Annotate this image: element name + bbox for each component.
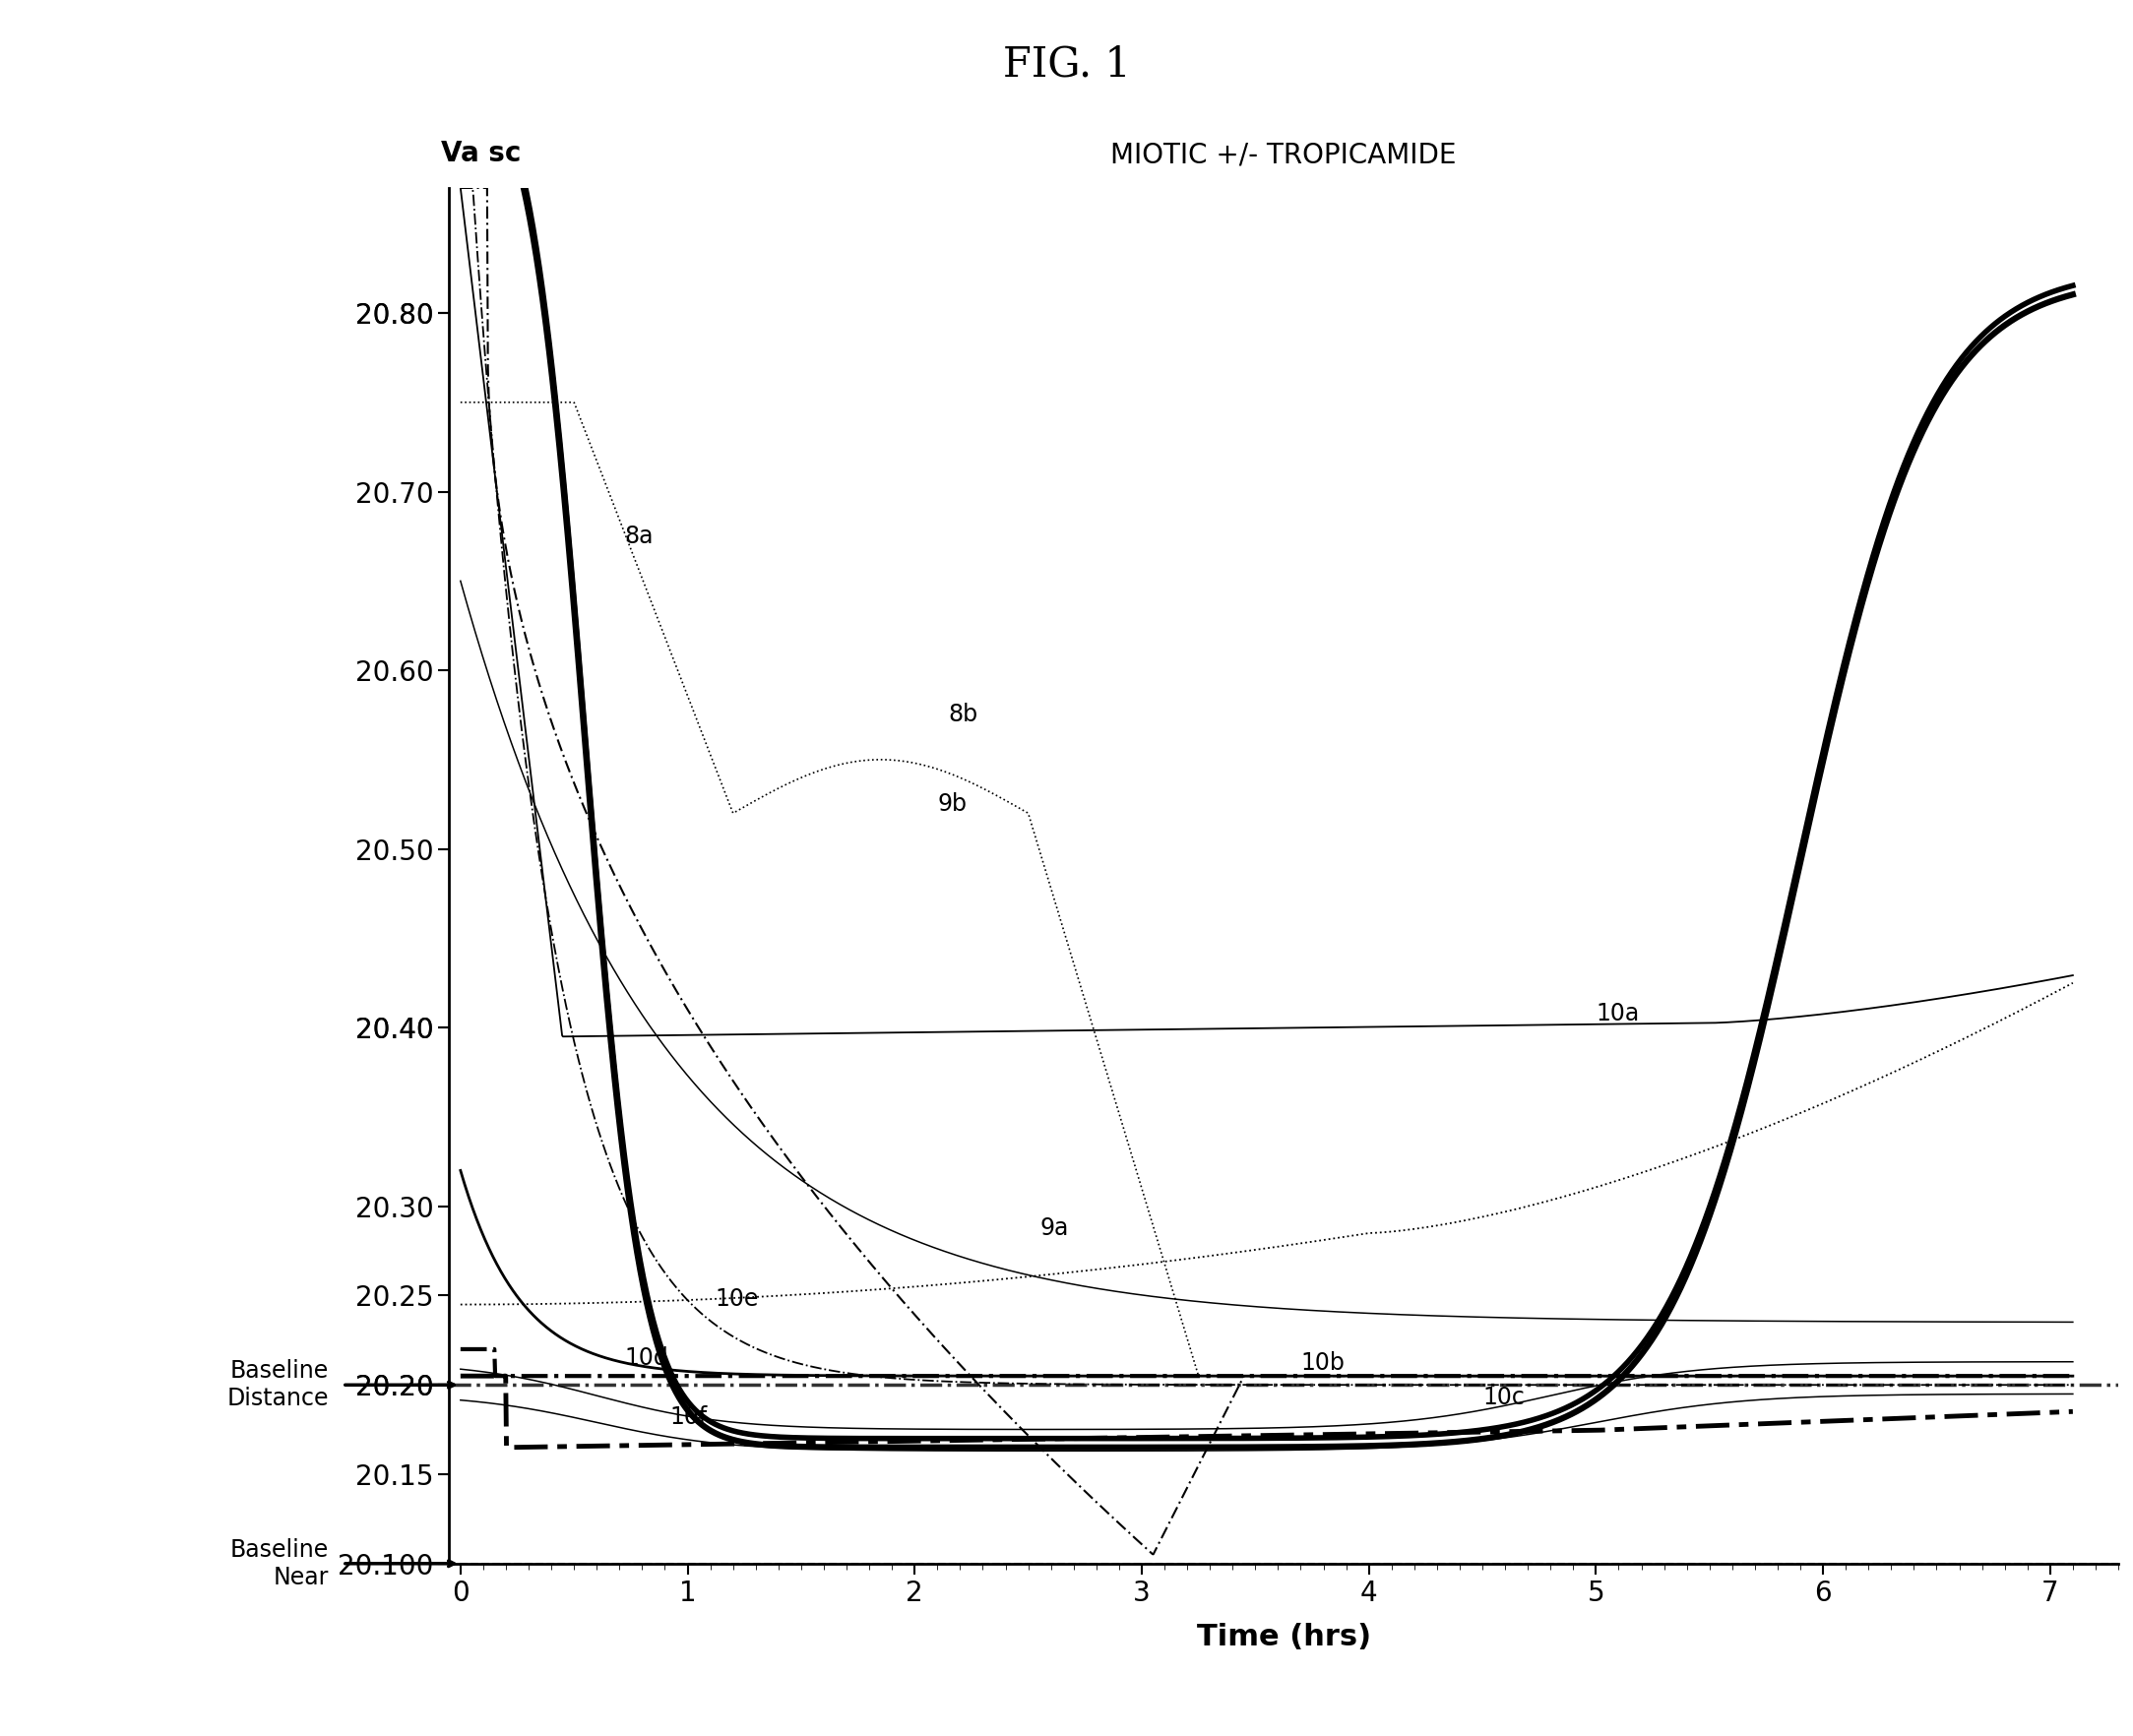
Text: 9b: 9b: [936, 792, 966, 816]
Text: FIG. 1: FIG. 1: [1003, 43, 1130, 85]
Title: MIOTIC +/- TROPICAMIDE: MIOTIC +/- TROPICAMIDE: [1111, 142, 1457, 168]
Text: 10f: 10f: [670, 1404, 706, 1429]
Text: Va sc: Va sc: [442, 139, 520, 167]
Text: 10a: 10a: [1595, 1002, 1640, 1026]
Text: Baseline
Distance: Baseline Distance: [226, 1359, 328, 1410]
X-axis label: Time (hrs): Time (hrs): [1197, 1623, 1372, 1651]
Text: 10b: 10b: [1301, 1352, 1346, 1375]
Text: 9a: 9a: [1039, 1215, 1069, 1240]
Text: 10e: 10e: [715, 1288, 759, 1311]
Text: 8a: 8a: [625, 524, 653, 549]
Text: 10d: 10d: [625, 1347, 668, 1370]
Text: 8b: 8b: [949, 703, 979, 727]
Text: Baseline
Near: Baseline Near: [230, 1538, 328, 1588]
Text: 10c: 10c: [1482, 1385, 1525, 1410]
